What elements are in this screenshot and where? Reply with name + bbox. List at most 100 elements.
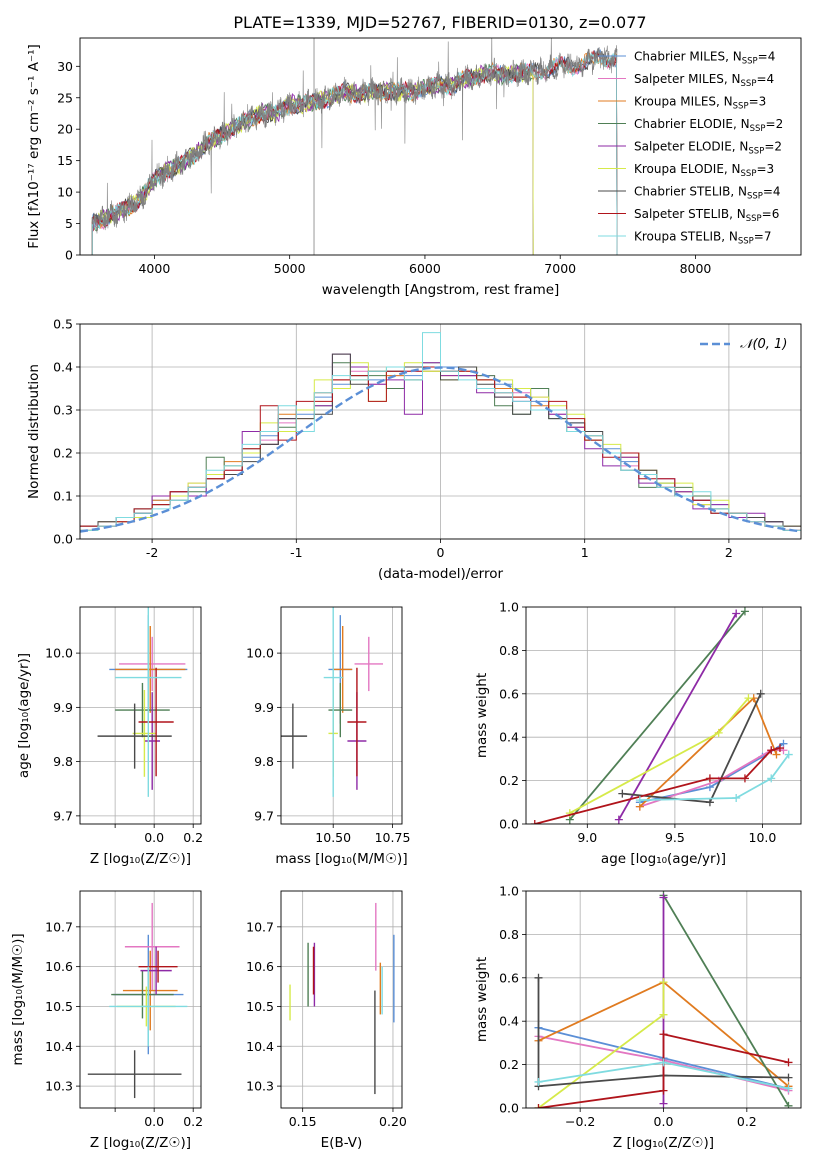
legend-subscript: SSP [747, 192, 763, 202]
tick-label-x: 7000 [544, 261, 576, 276]
legend-entry: Salpeter ELODIE, NSSP=2 [634, 140, 782, 157]
tick-label-y: 10.0 [45, 646, 73, 661]
axis-label-x: Z [log₁₀(Z/Z☉)] [613, 1135, 714, 1151]
weight-marker [784, 1058, 793, 1067]
tick-label-y: 9.8 [254, 754, 274, 769]
legend-subscript: SSP [748, 147, 764, 157]
legend-count: =4 [756, 72, 774, 86]
plot-area [526, 891, 801, 1108]
legend-entry: Salpeter MILES, NSSP=4 [634, 72, 774, 89]
weight-marker [659, 1086, 668, 1095]
weight-marker [784, 1073, 793, 1082]
legend-entry: Chabrier MILES, NSSP=4 [634, 50, 775, 67]
axis-label-x: E(B-V) [321, 1135, 363, 1151]
axes-frame [79, 890, 202, 1109]
weight-marker [784, 1101, 793, 1108]
tick-label-y: 15 [57, 153, 73, 168]
axis-label-x: Z [log₁₀(Z/Z☉)] [90, 851, 191, 867]
panel-spectrum: 4000 5000 6000 7000 8000 0 5 10 15 20 25 30 waveleng… [26, 37, 802, 298]
weight-line [639, 754, 790, 801]
tick-label-x: 0.15 [289, 1114, 317, 1129]
weight-marker [732, 609, 741, 618]
axis-label-y: mass weight [474, 673, 490, 758]
tick-label-x: 9.5 [665, 830, 685, 845]
legend-subscript: SSP [738, 237, 754, 247]
tick-label-y: 25 [57, 90, 73, 105]
tick-label-y: 10.3 [246, 1079, 274, 1094]
panel-residuals: -2 -1 0 1 2 0.0 0.1 0.2 0.3 0.4 0.5 (data-model)/er… [26, 317, 802, 582]
axis-label-y: Flux [fλ10⁻¹⁷ erg cm⁻² s⁻¹ A⁻¹] [26, 44, 42, 249]
panel-z_mass: 0.0 0.2 10.3 10.4 10.5 10.6 10.7 Z [log₁₀(Z/Z☉)… [10, 890, 203, 1151]
data-spectrum-line [91, 38, 618, 234]
weight-marker [659, 1010, 668, 1019]
weight-line [639, 696, 778, 808]
weight-marker [732, 793, 741, 802]
tick-label-x: -1 [290, 545, 302, 560]
weight-marker [534, 1104, 543, 1108]
tick-label-x: 9.0 [577, 830, 597, 845]
legend-count: =3 [749, 95, 767, 109]
tick-label-x: 4000 [138, 261, 170, 276]
axes-frame [79, 606, 202, 825]
tick-label-y: 1.0 [499, 600, 519, 615]
tick-label-y: 10.5 [246, 999, 274, 1014]
weight-marker [534, 973, 543, 982]
weight-marker [530, 820, 539, 824]
tick-label-y: 10.4 [246, 1039, 274, 1054]
tick-label-x: 0.2 [737, 1114, 757, 1129]
tick-label-y: 0 [65, 248, 73, 263]
panel-z_age: 0.0 0.2 9.7 9.8 9.9 10.0 Z [log₁₀(Z/Z☉)] age [l… [16, 606, 203, 867]
tick-label-x: 1 [581, 545, 589, 560]
tick-label-y: 0.6 [499, 686, 519, 701]
tick-label-x: -2 [146, 545, 158, 560]
axis-label-x: wavelength [Angstrom, rest frame] [322, 282, 560, 298]
axis-label-x: mass [log₁₀(M/M☉)] [275, 851, 407, 867]
legend-entry: Kroupa ELODIE, NSSP=3 [634, 162, 774, 179]
tick-label-y: 0.0 [53, 532, 73, 547]
tick-label-y: 10.7 [45, 919, 73, 934]
tick-label-x: 0 [437, 545, 445, 560]
weight-line [662, 894, 790, 1107]
weight-marker [714, 728, 723, 737]
tick-label-x: 8000 [680, 261, 712, 276]
weight-marker [659, 893, 668, 902]
tick-label-x: 10.75 [375, 830, 411, 845]
tick-label-x: 10.0 [749, 830, 777, 845]
axes-frame [280, 890, 403, 1109]
tick-label-y: 0.8 [499, 927, 519, 942]
weight-marker [659, 978, 668, 987]
normal-curve [80, 366, 801, 533]
tick-label-y: 30 [57, 59, 73, 74]
panel-ebv_mass: 0.15 0.20 10.3 10.4 10.5 10.6 10.7 E(B-V) [246, 890, 407, 1151]
weight-line [618, 613, 737, 821]
legend-entry: Salpeter STELIB, NSSP=6 [634, 207, 779, 224]
axes-frame [79, 37, 802, 256]
tick-label-y: 9.9 [53, 700, 73, 715]
tick-label-y: 10.4 [45, 1039, 73, 1054]
tick-label-x: 5000 [274, 261, 306, 276]
tick-label-x: 0.0 [654, 1114, 674, 1129]
tick-label-x: 10.50 [315, 830, 351, 845]
plot-area [281, 607, 402, 824]
tick-label-y: 9.7 [53, 808, 73, 823]
axis-label-x: Z [log₁₀(Z/Z☉)] [90, 1135, 191, 1151]
tick-label-x: 0.0 [144, 830, 164, 845]
tick-label-x: 2 [725, 545, 733, 560]
tick-label-y: 10.0 [246, 646, 274, 661]
axis-label-x: age [log₁₀(age/yr)] [601, 851, 726, 867]
legend-entry: Kroupa STELIB, NSSP=7 [634, 230, 772, 247]
axis-label-y: age [log₁₀(age/yr)] [16, 653, 32, 778]
weight-line [639, 742, 784, 804]
tick-label-y: 1.0 [499, 884, 519, 899]
legend-entry: Kroupa MILES, NSSP=3 [634, 95, 766, 112]
tick-label-y: 0.6 [499, 970, 519, 985]
axis-label-y: Normed distribution [26, 364, 42, 499]
weight-marker [614, 815, 623, 824]
weight-line [569, 697, 750, 814]
panel-mass_age: 10.50 10.75 9.7 9.8 9.9 10.0 mass [log₁₀(M/M☉)… [246, 606, 411, 867]
plot-area [80, 324, 801, 539]
tick-label-y: 0.4 [499, 730, 519, 745]
weight-marker [784, 1084, 793, 1093]
legend-count: =4 [763, 185, 781, 199]
